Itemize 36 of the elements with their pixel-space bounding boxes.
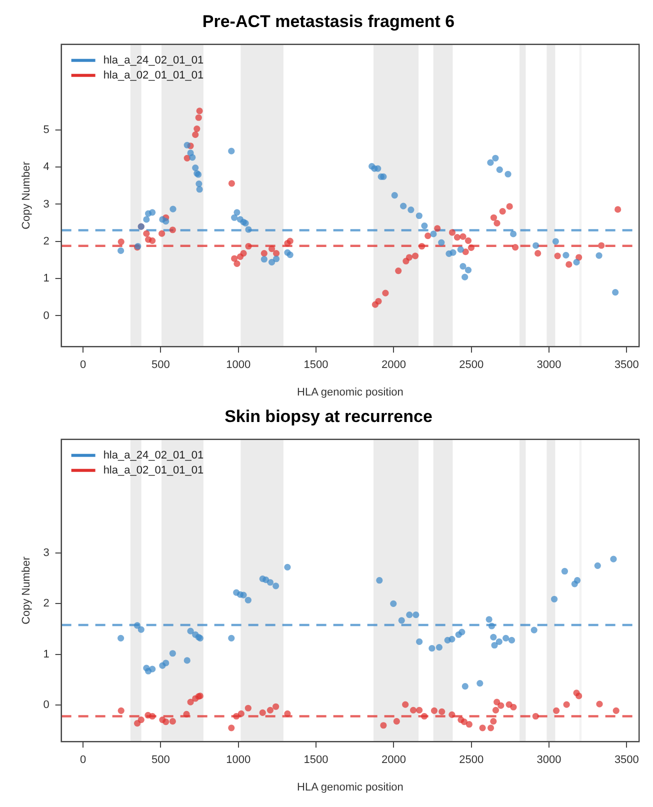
x-tick-label: 3500: [614, 754, 639, 766]
y-tick-label: 0: [43, 310, 50, 322]
x-tick-label: 3000: [536, 754, 562, 766]
x-tick-label: 500: [152, 754, 170, 766]
x-tick-label: 1500: [304, 754, 328, 766]
x-axis-title: HLA genomic position: [297, 781, 404, 794]
x-tick-label: 2500: [459, 359, 484, 372]
legend-label: hla_a_02_01_01_01: [103, 464, 204, 476]
y-tick-label: 3: [43, 198, 50, 210]
y-axis-title: Copy Number: [20, 556, 33, 624]
legend-label: hla_a_02_01_01_01: [103, 69, 204, 82]
y-tick-label: 5: [43, 124, 50, 136]
x-axis-title: HLA genomic position: [297, 386, 404, 398]
y-tick-label: 2: [43, 598, 50, 610]
x-tick-label: 0: [80, 359, 86, 372]
y-tick-label: 2: [43, 235, 50, 248]
y-axis-title: Copy Number: [20, 161, 33, 230]
x-tick-label: 2500: [459, 754, 484, 766]
y-tick-label: 0: [43, 699, 50, 712]
x-tick-label: 1500: [304, 359, 328, 372]
legend-label: hla_a_24_02_01_01: [103, 449, 204, 462]
y-tick-label: 1: [43, 272, 50, 285]
y-tick-label: 3: [43, 547, 50, 560]
chart-title: Pre-ACT metastasis fragment 6: [202, 12, 455, 31]
x-tick-label: 0: [80, 754, 86, 766]
x-tick-label: 1000: [226, 359, 251, 372]
x-tick-label: 3500: [614, 359, 639, 372]
x-tick-label: 1000: [226, 754, 251, 766]
x-tick-label: 2000: [381, 754, 406, 766]
legend-label: hla_a_24_02_01_01: [103, 54, 204, 66]
y-tick-label: 4: [43, 161, 50, 174]
y-tick-label: 1: [43, 648, 50, 660]
x-tick-label: 500: [152, 359, 170, 372]
x-tick-label: 3000: [536, 359, 562, 372]
chart-title: Skin biopsy at recurrence: [224, 406, 432, 426]
x-tick-label: 2000: [381, 359, 406, 372]
